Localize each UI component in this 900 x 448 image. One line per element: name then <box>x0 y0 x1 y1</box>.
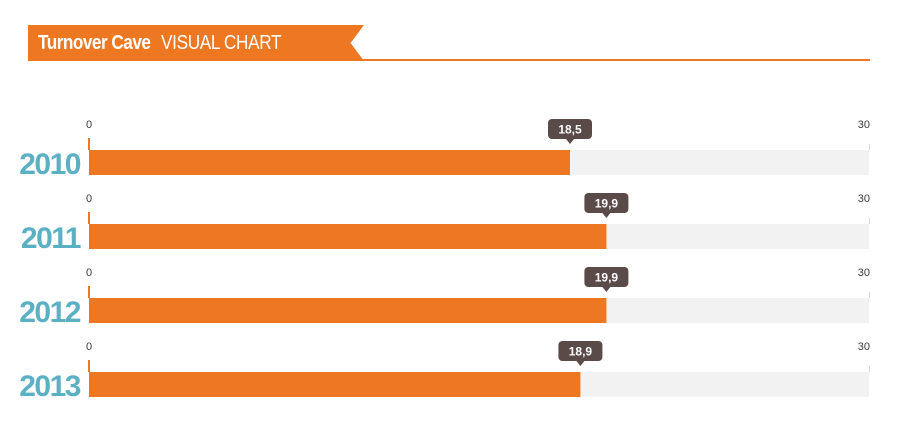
value-tooltip <box>558 341 603 361</box>
axis-start-marker <box>88 212 90 224</box>
value-label-2011: 19,9 <box>595 197 619 211</box>
chart-title-bold: Turnover Cave <box>38 31 151 54</box>
tick-label-max: 30 <box>858 193 870 205</box>
axis-end-marker <box>869 366 870 372</box>
tick-label-min: 0 <box>86 119 92 131</box>
value-label-2010: 18,5 <box>558 123 582 137</box>
header-divider <box>28 59 870 61</box>
tick-label-min: 0 <box>86 341 92 353</box>
axis-start-marker <box>88 138 90 150</box>
bar-2010 <box>89 150 570 175</box>
value-tooltip <box>584 193 629 213</box>
bar-2013 <box>89 372 581 397</box>
value-tooltip <box>584 267 629 287</box>
axis-end-marker <box>869 218 870 224</box>
value-label-2013: 18,9 <box>569 345 593 359</box>
category-label-2013: 2013 <box>19 370 81 403</box>
axis-start-marker <box>88 360 90 372</box>
tick-label-max: 30 <box>858 341 870 353</box>
value-tooltip-pointer <box>566 139 574 144</box>
value-tooltip-pointer <box>602 213 611 218</box>
value-label-2012: 19,9 <box>595 271 619 285</box>
tick-label-max: 30 <box>858 119 870 131</box>
tick-label-max: 30 <box>858 267 870 279</box>
tick-label-min: 0 <box>86 193 92 205</box>
axis-start-marker <box>88 286 90 298</box>
axis-end-marker <box>869 144 870 150</box>
tick-label-min: 0 <box>86 267 92 279</box>
value-tooltip-pointer <box>602 287 611 292</box>
value-tooltip-pointer <box>576 361 585 366</box>
category-label-2010: 2010 <box>19 148 81 181</box>
category-label-2012: 2012 <box>19 296 81 329</box>
chart-title-light: VISUAL CHART <box>160 31 281 54</box>
chart-title-banner: Turnover Cave VISUAL CHART <box>28 25 364 61</box>
category-label-2011: 2011 <box>21 222 81 255</box>
axis-end-marker <box>869 292 870 298</box>
bar-2012 <box>89 298 607 323</box>
bar-2011 <box>89 224 607 249</box>
value-tooltip <box>548 119 592 139</box>
